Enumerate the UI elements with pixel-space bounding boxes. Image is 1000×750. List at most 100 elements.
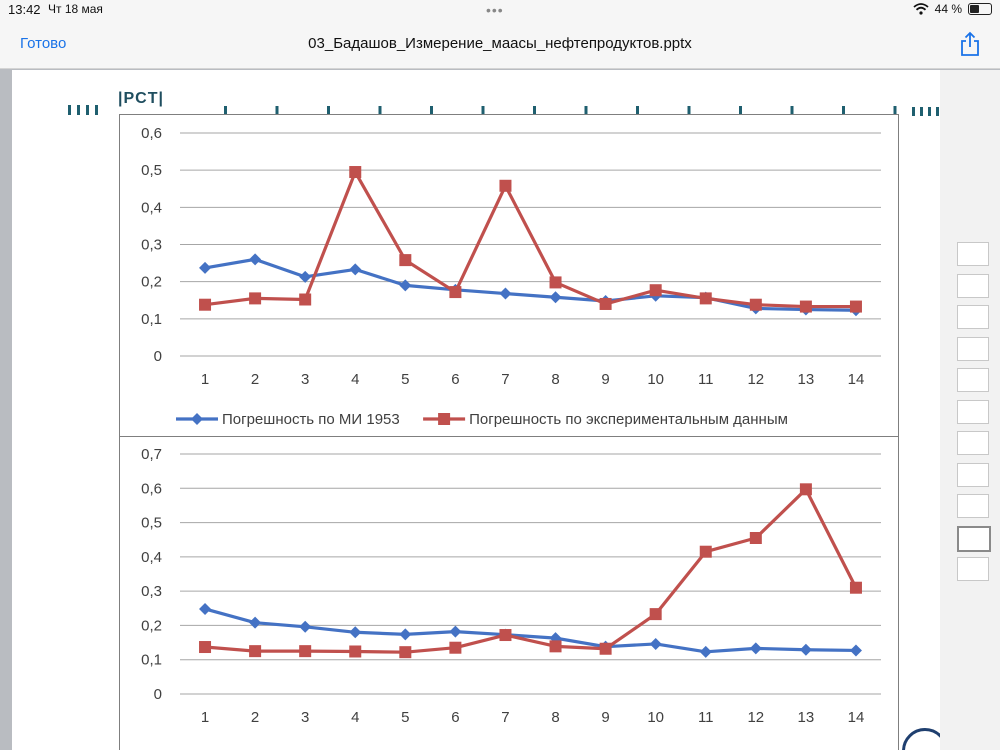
status-time: 13:42 (8, 2, 41, 17)
x-tick-label: 5 (401, 709, 409, 726)
y-tick-label: 0,5 (141, 162, 162, 179)
x-tick-label: 1 (201, 371, 209, 388)
legend-marker (438, 413, 451, 425)
data-point (699, 545, 712, 558)
data-point (299, 293, 312, 306)
logo-dash (327, 106, 330, 115)
data-point (349, 645, 362, 658)
emblem-logo (902, 728, 940, 750)
y-tick-label: 0 (154, 686, 162, 703)
x-tick-label: 7 (501, 709, 509, 726)
chart-top-svg: 00,10,20,30,40,50,61 2 3 4 5 6 7 8 9 10 11 12 13 14По… (141, 125, 881, 428)
data-point (349, 263, 362, 276)
data-point (849, 581, 862, 594)
nav-bar: Готово 03_Бадашов_Измерение_маасы_нефтеп… (0, 22, 1000, 69)
chart-top: 0 0,1 0,2 0,3 0,4 0,5 0,6 1 2 3 4 5 6 7 8 9 10 11 12 13 14 По… (119, 114, 899, 438)
y-tick-label: 0,3 (141, 583, 162, 600)
data-point (699, 292, 712, 305)
data-point (549, 291, 562, 304)
multitasking-dots[interactable]: ••• (486, 2, 504, 18)
x-tick-label: 13 (798, 371, 815, 388)
legend-marker (191, 413, 203, 425)
data-point (449, 286, 462, 299)
logo-dash (893, 106, 897, 115)
data-point (449, 625, 462, 638)
data-point (599, 297, 612, 310)
logo-dash (636, 106, 639, 115)
y-tick-label: 0,3 (141, 237, 162, 254)
slide-thumbnail[interactable] (957, 336, 989, 361)
data-point (199, 298, 212, 311)
y-tick-label: 0,4 (141, 549, 162, 566)
x-tick-label: 10 (647, 371, 664, 388)
y-tick-label: 0,6 (141, 125, 162, 142)
x-tick-label: 3 (301, 371, 309, 388)
slide-thumbnail[interactable] (957, 242, 989, 266)
data-point (649, 608, 662, 621)
data-point (849, 644, 862, 657)
chart-bottom: 0 0,1 0,2 0,3 0,4 0,5 0,6 0,7 1 2 3 4 5 6 7 8 9 10 11 12 13 1… (119, 436, 899, 750)
logo-dash (275, 106, 279, 115)
data-point (299, 620, 312, 633)
x-tick-label: 9 (601, 709, 609, 726)
data-point (299, 645, 312, 658)
x-tick-label: 2 (251, 371, 259, 388)
data-point (499, 287, 512, 300)
x-tick-label: 11 (698, 371, 714, 388)
logo-dash (77, 105, 80, 115)
data-point (499, 629, 512, 642)
wifi-icon (913, 3, 929, 15)
status-right: 44 % (913, 2, 992, 16)
logo-dash (687, 106, 691, 115)
share-icon[interactable] (960, 31, 980, 57)
y-tick-label: 0,7 (141, 446, 162, 463)
logo-dash (920, 107, 923, 116)
x-tick-label: 9 (601, 371, 609, 388)
logo-dash (68, 105, 71, 115)
logo-dash (912, 107, 915, 116)
slide-thumbnail[interactable] (957, 305, 989, 329)
slide-thumbnail[interactable] (957, 368, 989, 392)
x-tick-label: 3 (301, 709, 309, 726)
y-tick-label: 0,2 (141, 617, 162, 634)
y-tick-label: 0,2 (141, 274, 162, 291)
data-point (399, 646, 412, 659)
data-point (499, 179, 512, 192)
data-point (199, 602, 212, 615)
slide-thumbnail[interactable] (957, 431, 989, 455)
data-point (249, 616, 262, 629)
data-point (399, 628, 412, 641)
slide-thumbnail[interactable] (957, 399, 989, 424)
logo-dash-bar (68, 105, 939, 116)
slide-thumbnail[interactable] (957, 494, 989, 518)
slide-thumbnail[interactable] (957, 462, 989, 487)
data-point (249, 253, 262, 266)
slide-thumbnail[interactable] (957, 557, 989, 581)
slide-thumbnail[interactable] (957, 525, 991, 552)
data-point (549, 276, 562, 289)
data-point (799, 483, 812, 496)
data-point (449, 641, 462, 654)
x-tick-label: 5 (401, 371, 409, 388)
logo-dash (533, 106, 536, 115)
logo-dash (842, 106, 845, 115)
x-tick-label: 1 (201, 709, 209, 726)
x-tick-label: 6 (451, 709, 459, 726)
y-tick-label: 0,4 (141, 199, 162, 216)
done-button[interactable]: Готово (20, 35, 67, 52)
y-tick-label: 0,1 (141, 652, 162, 669)
status-bar: 13:42 Чт 18 мая ••• 44 % (0, 0, 1000, 22)
legend-label: Погрешность по экспериментальным данным (469, 411, 788, 428)
slide-thumbnail[interactable] (957, 273, 989, 298)
series-line (204, 487, 858, 654)
data-point (349, 626, 362, 639)
x-tick-label: 6 (451, 371, 459, 388)
logo-dash (378, 106, 382, 115)
data-point (399, 254, 412, 267)
data-point (799, 643, 812, 656)
battery-level (970, 5, 979, 13)
x-tick-label: 2 (251, 709, 259, 726)
logo-dash (430, 106, 433, 115)
battery-icon (968, 3, 992, 15)
data-point (749, 642, 762, 655)
